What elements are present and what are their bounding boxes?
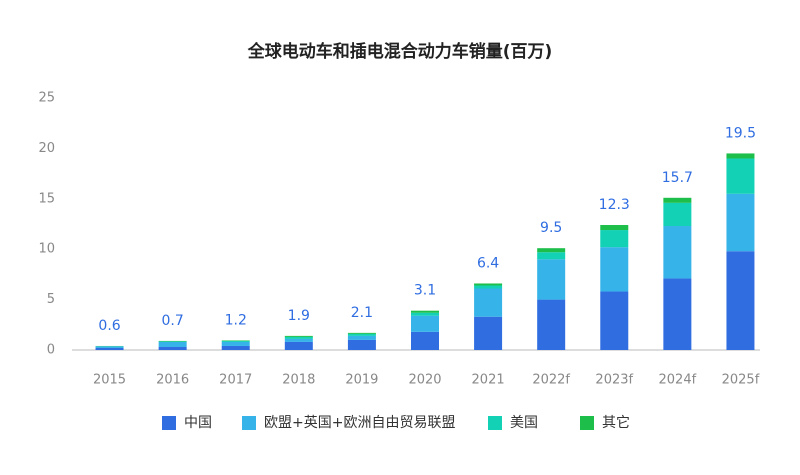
bar-segment: [600, 291, 629, 350]
x-tick-label: 2021: [472, 373, 505, 388]
y-tick-label: 15: [38, 191, 55, 206]
bar-segment: [347, 335, 376, 340]
bar-segment: [663, 226, 692, 279]
bar-segment: [600, 225, 629, 231]
bar-segment: [411, 315, 439, 332]
bar-segment: [284, 335, 313, 337]
bar-segment: [726, 251, 755, 350]
legend-swatch: [580, 416, 594, 430]
bar-segment: [663, 202, 692, 227]
bar-segment: [726, 153, 755, 159]
total-label: 19.5: [725, 125, 756, 141]
total-label: 0.7: [162, 313, 184, 329]
bar-segment: [221, 345, 250, 350]
x-tick-label: 2024f: [659, 373, 697, 388]
y-tick-label: 20: [38, 141, 55, 156]
legend-label: 其它: [602, 414, 630, 431]
x-tick-label: 2022f: [532, 373, 570, 388]
x-tick-label: 2018: [282, 373, 315, 388]
x-tick-label: 2015: [93, 373, 126, 388]
bar-segment: [726, 193, 755, 252]
bar-segment: [474, 285, 503, 289]
bar-segment: [347, 332, 376, 334]
bar-segment: [158, 346, 187, 350]
bar-segment: [347, 339, 376, 350]
bar-segment: [95, 347, 124, 350]
y-tick-label: 10: [38, 242, 55, 257]
bar-segment: [158, 341, 187, 342]
x-tick-label: 2023f: [595, 373, 633, 388]
bar-segment: [411, 331, 439, 350]
total-label: 1.2: [225, 312, 247, 328]
bar-segment: [537, 248, 566, 253]
legend-label: 欧盟+英国+欧洲自由贸易联盟: [264, 414, 455, 431]
legend-label: 中国: [184, 415, 212, 431]
bar-segment: [221, 340, 250, 342]
bar-segment: [537, 252, 566, 260]
total-label: 1.9: [288, 308, 310, 324]
total-label: 3.1: [414, 283, 436, 299]
total-label: 2.1: [351, 305, 373, 321]
bar-segment: [158, 340, 187, 342]
legend-swatch: [488, 416, 502, 430]
bar-segment: [474, 288, 503, 317]
bar-segment: [537, 259, 566, 300]
x-tick-label: 2025f: [722, 373, 760, 388]
legend-label: 美国: [510, 415, 538, 431]
bar-segment: [600, 230, 629, 248]
total-label: 6.4: [477, 255, 499, 271]
chart-title: 全球电动车和插电混合动力车销量(百万): [247, 41, 553, 62]
x-tick-label: 2019: [345, 373, 378, 388]
bar-segment: [284, 341, 313, 350]
bar-segment: [284, 338, 313, 342]
bar-segment: [221, 341, 250, 346]
bar-segment: [726, 158, 755, 194]
x-tick-label: 2016: [156, 373, 189, 388]
bar-segment: [411, 310, 439, 313]
bar-segment: [284, 336, 313, 339]
bar-segment: [347, 333, 376, 336]
bar-segment: [474, 283, 503, 286]
bar-segment: [663, 278, 692, 350]
total-label: 15.7: [662, 170, 693, 186]
total-label: 9.5: [540, 220, 562, 236]
y-tick-label: 5: [47, 292, 55, 307]
bar-segment: [474, 316, 503, 350]
bar-segment: [411, 312, 439, 316]
bar-segment: [537, 299, 566, 350]
legend-swatch: [162, 416, 176, 430]
x-tick-label: 2017: [219, 373, 252, 388]
bar-segment: [663, 197, 692, 203]
bar-segment: [600, 247, 629, 292]
y-tick-label: 25: [38, 91, 55, 106]
bar-segment: [221, 340, 250, 341]
total-label: 12.3: [599, 197, 630, 213]
bar-segment: [158, 341, 187, 347]
legend-swatch: [242, 416, 256, 430]
bar-segment: [95, 346, 124, 348]
x-tick-label: 2020: [408, 373, 441, 388]
total-label: 0.6: [98, 318, 120, 334]
y-tick-label: 0: [47, 343, 55, 358]
